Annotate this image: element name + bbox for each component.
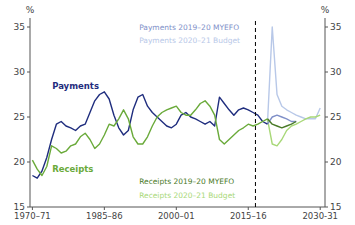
series-line: [267, 115, 320, 146]
y2-axis-label: %: [321, 5, 330, 15]
series-label: Payments: [52, 81, 99, 91]
x-tick-label: 1985–86: [86, 211, 123, 221]
x-tick-label: 1970–71: [14, 211, 51, 221]
x-tick: [104, 207, 105, 210]
y-axis-line: [30, 18, 31, 207]
x-axis-line: [30, 207, 325, 208]
y2-tick-label: 30: [330, 67, 342, 77]
series-label: Receipts 2019–20 MYEFO: [139, 177, 234, 186]
y2-tick-label: 25: [330, 112, 341, 122]
y2-tick-label: 15: [330, 202, 341, 212]
plot-area: [32, 18, 320, 207]
y2-tick: [325, 117, 328, 118]
chart: 1970–711985–862000–012015–162030-3115202…: [0, 0, 355, 225]
y-tick: [27, 162, 30, 163]
series-line: [267, 119, 296, 128]
y-tick: [27, 27, 30, 28]
y-axis-label: %: [26, 5, 35, 15]
series-label: Receipts: [52, 164, 93, 174]
y2-tick: [325, 27, 328, 28]
y-tick-label: 30: [14, 67, 26, 77]
series-line: [32, 92, 267, 178]
y-tick-label: 20: [14, 157, 26, 167]
y2-axis-line: [325, 18, 326, 207]
series-label: Receipts 2020–21 Budget: [139, 191, 235, 200]
x-tick: [32, 207, 33, 210]
series-label: Payments 2020–21 Budget: [139, 36, 240, 45]
y2-tick: [325, 162, 328, 163]
y2-tick: [325, 207, 328, 208]
y-tick-label: 15: [14, 202, 25, 212]
x-tick: [320, 207, 321, 210]
y-tick: [27, 207, 30, 208]
y-tick: [27, 72, 30, 73]
x-tick: [176, 207, 177, 210]
x-tick-label: 2000–01: [158, 211, 195, 221]
series-line: [267, 27, 320, 124]
y2-tick-label: 20: [330, 157, 342, 167]
x-tick: [248, 207, 249, 210]
series-line: [32, 101, 267, 176]
y-tick-label: 35: [14, 22, 25, 32]
x-tick-label: 2015–16: [230, 211, 267, 221]
series-label: Payments 2019–20 MYEFO: [139, 23, 239, 32]
y-tick: [27, 117, 30, 118]
reference-line: [255, 18, 256, 207]
y-tick-label: 25: [14, 112, 25, 122]
x-tick-label: 2030-31: [302, 211, 338, 221]
y2-tick: [325, 72, 328, 73]
y2-tick-label: 35: [330, 22, 341, 32]
